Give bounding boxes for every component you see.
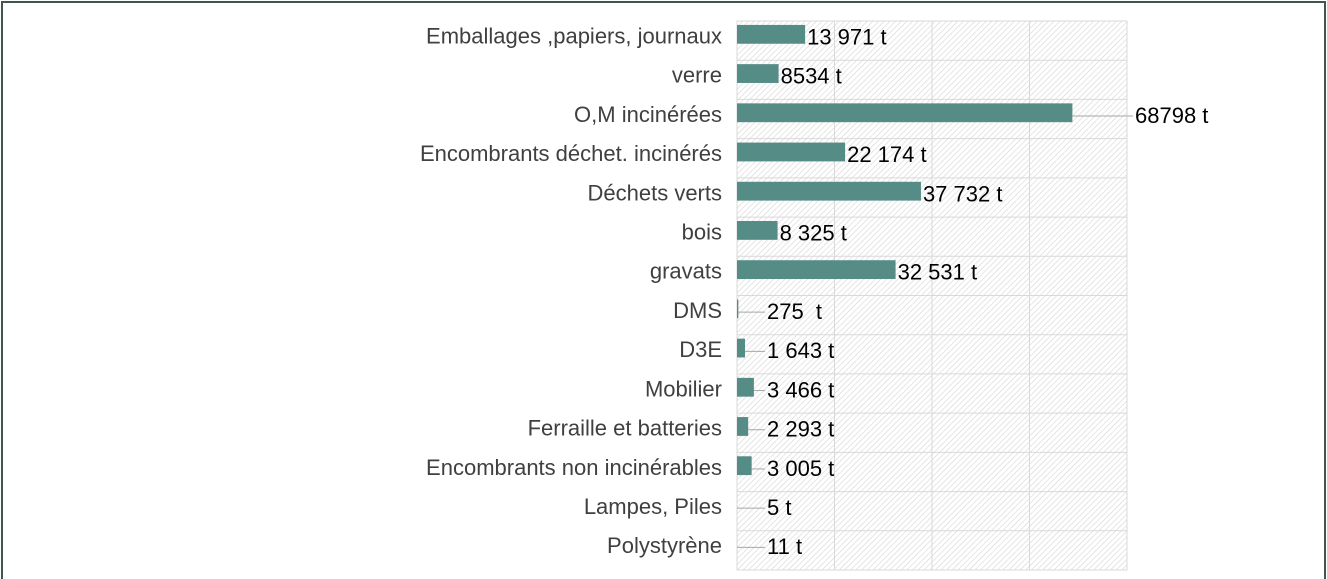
data-label: 37 732 t	[923, 181, 1003, 206]
data-label: 8534 t	[781, 64, 842, 89]
bar	[737, 103, 1073, 123]
y-tick-label: DMS	[673, 298, 722, 323]
data-label: 1 643 t	[767, 338, 834, 363]
data-label: 5 t	[767, 495, 791, 520]
data-label: 3 466 t	[767, 377, 834, 402]
bar	[737, 299, 739, 319]
data-label: 275 t	[767, 299, 822, 324]
y-tick-label: Emballages ,papiers, journaux	[426, 23, 722, 48]
data-label: 11 t	[767, 534, 802, 559]
data-label: 8 325 t	[780, 220, 847, 245]
bar	[737, 377, 754, 397]
y-tick-label: gravats	[650, 259, 722, 284]
bar	[737, 220, 778, 240]
y-tick-label: Encombrants déchet. incinérés	[420, 141, 722, 166]
data-label: 2 293 t	[767, 417, 834, 442]
data-label: 32 531 t	[898, 260, 978, 285]
y-tick-label: Encombrants non incinérables	[426, 455, 722, 480]
bar	[737, 417, 749, 436]
y-tick-label: Déchets verts	[588, 180, 723, 205]
bar	[737, 338, 746, 358]
bar	[737, 64, 779, 83]
y-tick-label: Polystyrène	[607, 533, 722, 558]
data-label: 22 174 t	[847, 142, 927, 167]
y-tick-label: Mobilier	[645, 376, 722, 401]
bar	[737, 456, 752, 476]
y-tick-label: Ferraille et batteries	[528, 416, 722, 441]
bar	[737, 260, 896, 280]
data-label: 3 005 t	[767, 456, 834, 481]
y-tick-label: bois	[682, 219, 722, 244]
y-tick-label: O,M incinérées	[574, 102, 722, 127]
data-label: 68798 t	[1135, 103, 1208, 128]
bar	[737, 181, 921, 201]
y-tick-label: D3E	[679, 337, 722, 362]
bar	[737, 142, 846, 162]
y-tick-label: verre	[672, 63, 722, 88]
y-tick-label: Lampes, Piles	[584, 494, 722, 519]
data-label: 13 971 t	[807, 24, 887, 49]
bar	[737, 24, 806, 44]
